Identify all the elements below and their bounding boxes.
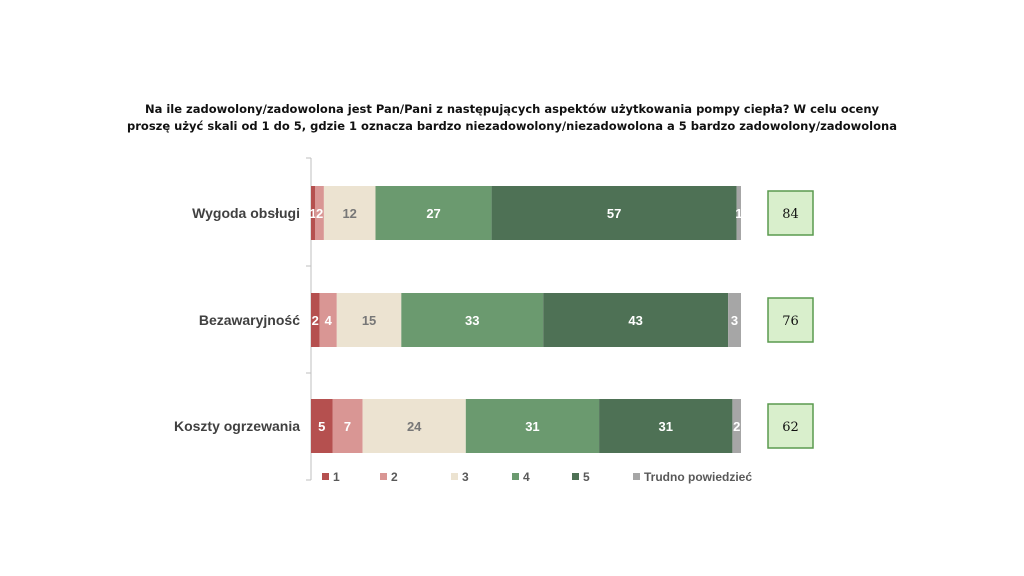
data-label-bezawaryjnosc-1: 2 [312, 313, 319, 328]
legend-label-trudno-powiedziec: Trudno powiedzieć [644, 470, 752, 484]
bar-segment-bezawaryjnosc-trudno-powiedziec [728, 293, 741, 347]
legend-swatch-5 [572, 473, 579, 480]
bar-segment-wygoda-obslugi-2 [315, 186, 324, 240]
chart-title-line-1: Na ile zadowolony/zadowolona jest Pan/Pa… [144, 102, 880, 116]
legend-swatch-2 [380, 473, 387, 480]
bar-segment-wygoda-obslugi-5 [491, 186, 737, 240]
legend-label-4: 4 [523, 470, 530, 484]
data-label-wygoda-obslugi-1: 1 [310, 206, 317, 221]
data-label-koszty-ogrzewania-1: 5 [318, 419, 325, 434]
summary-box-bezawaryjnosc [767, 297, 814, 343]
bar-segment-bezawaryjnosc-5 [543, 293, 729, 347]
bar-segment-koszty-ogrzewania-trudno-powiedziec [732, 399, 741, 453]
bar-segment-wygoda-obslugi-4 [375, 186, 492, 240]
data-label-bezawaryjnosc-3: 15 [362, 313, 376, 328]
bar-segment-bezawaryjnosc-2 [319, 293, 337, 347]
bar-segment-wygoda-obslugi-trudno-powiedziec [736, 186, 741, 240]
bar-segment-koszty-ogrzewania-2 [332, 399, 363, 453]
data-label-wygoda-obslugi-3: 12 [342, 206, 356, 221]
chart-title: Na ile zadowolony/zadowolona jest Pan/Pa… [0, 101, 1024, 135]
category-label-bezawaryjnosc: Bezawaryjność [199, 312, 300, 328]
legend-label-1: 1 [333, 470, 340, 484]
summary-box-koszty-ogrzewania [767, 403, 814, 449]
bar-segment-wygoda-obslugi-1 [311, 186, 316, 240]
data-label-wygoda-obslugi-4: 27 [426, 206, 440, 221]
bar-segment-bezawaryjnosc-1 [311, 293, 320, 347]
data-label-bezawaryjnosc-2: 4 [325, 313, 333, 328]
bar-segment-koszty-ogrzewania-4 [465, 399, 600, 453]
chart-title-line-2: proszę użyć skali od 1 do 5, gdzie 1 ozn… [127, 119, 897, 133]
data-label-koszty-ogrzewania-3: 24 [407, 419, 422, 434]
legend-label-3: 3 [462, 470, 469, 484]
legend-swatch-trudno-powiedziec [633, 473, 640, 480]
data-label-wygoda-obslugi-trudno-powiedziec: 1 [735, 206, 742, 221]
bar-segment-koszty-ogrzewania-3 [362, 399, 466, 453]
legend-label-2: 2 [391, 470, 398, 484]
data-label-bezawaryjnosc-trudno-powiedziec: 3 [731, 313, 738, 328]
bar-segment-koszty-ogrzewania-1 [311, 399, 333, 453]
bar-segment-wygoda-obslugi-3 [323, 186, 376, 240]
summary-value-wygoda-obslugi: 84 [782, 207, 799, 222]
data-label-wygoda-obslugi-5: 57 [607, 206, 621, 221]
category-label-koszty-ogrzewania: Koszty ogrzewania [174, 418, 300, 434]
data-label-koszty-ogrzewania-4: 31 [525, 419, 539, 434]
legend-swatch-3 [451, 473, 458, 480]
summary-box-wygoda-obslugi [767, 190, 814, 236]
summary-value-bezawaryjnosc: 76 [782, 314, 799, 329]
data-label-koszty-ogrzewania-5: 31 [659, 419, 673, 434]
legend-swatch-4 [512, 473, 519, 480]
summary-value-koszty-ogrzewania: 62 [782, 420, 799, 435]
data-label-koszty-ogrzewania-2: 7 [344, 419, 351, 434]
data-label-wygoda-obslugi-2: 2 [316, 206, 323, 221]
category-label-wygoda-obslugi: Wygoda obsługi [192, 205, 300, 221]
data-label-koszty-ogrzewania-trudno-powiedziec: 2 [733, 419, 740, 434]
bar-segment-koszty-ogrzewania-5 [599, 399, 733, 453]
data-label-bezawaryjnosc-5: 43 [628, 313, 642, 328]
legend-label-5: 5 [583, 470, 590, 484]
bar-segment-bezawaryjnosc-4 [401, 293, 544, 347]
data-label-bezawaryjnosc-4: 33 [465, 313, 479, 328]
bar-segment-bezawaryjnosc-3 [336, 293, 402, 347]
legend-swatch-1 [322, 473, 329, 480]
